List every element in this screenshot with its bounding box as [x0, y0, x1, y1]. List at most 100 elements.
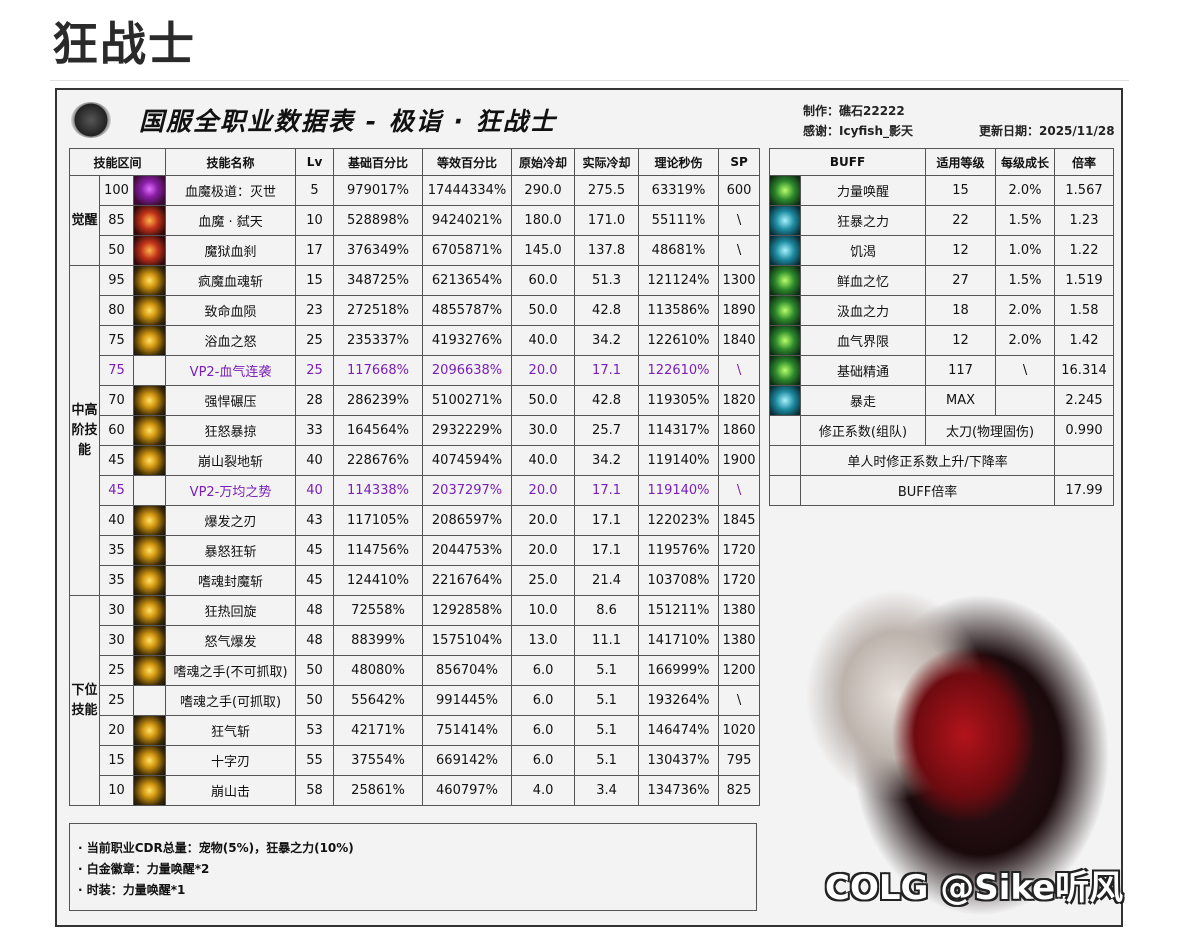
skill-icon [134, 386, 165, 415]
skill-sp: \ [718, 475, 761, 506]
skill-group-label: 中高阶技能 [69, 265, 100, 596]
skill-base: 114756% [333, 535, 424, 566]
skill-lv: 48 [295, 625, 335, 656]
skill-icon [135, 357, 165, 385]
skill-dps: 63319% [638, 175, 720, 206]
skill-name: 怒气爆发 [165, 625, 297, 656]
buff-rate: 1.22 [1054, 235, 1115, 266]
updated-date: 更新日期：2025/11/28 [979, 124, 1115, 138]
column-header: BUFF [768, 148, 927, 176]
column-header: 实际冷却 [574, 148, 640, 176]
skill-row: 70 强悍碾压 28 286239% 5100271% 50.0 42.8 119305% 18… [70, 385, 761, 416]
skill-sp: 1380 [718, 595, 761, 626]
watermark: COLG @Sike听风 [825, 868, 1124, 908]
skill-base: 164564% [333, 415, 424, 446]
skill-cd: 25.0 [511, 565, 576, 596]
skill-base: 117668% [333, 355, 424, 386]
skill-name: 嗜魂之手(不可抓取) [165, 655, 297, 686]
skill-base: 528898% [333, 205, 424, 236]
skill-dps: 48681% [638, 235, 720, 266]
solo-note: 单人时修正系数上升/下降率 [799, 445, 1056, 476]
skill-row: 20 狂气斩 53 42171% 751414% 6.0 5.1 146474% 1020 [70, 715, 761, 746]
skill-icon [134, 206, 165, 235]
skill-base: 376349% [333, 235, 424, 266]
column-header: 原始冷却 [511, 148, 576, 176]
skill-sp: 1020 [718, 715, 761, 746]
buff-total-row: BUFF倍率 17.99 [769, 475, 1115, 506]
skill-level: 100 [99, 175, 134, 206]
buff-rate: 1.567 [1054, 175, 1115, 206]
skill-lv: 25 [295, 325, 335, 356]
skill-dps: 141710% [638, 625, 720, 656]
column-header: 等效百分比 [422, 148, 513, 176]
buff-total-label: BUFF倍率 [799, 475, 1056, 506]
buff-name: 鲜血之忆 [799, 265, 927, 296]
skill-sp: 1300 [718, 265, 761, 296]
buff-row: 汲血之力 18 2.0% 1.58 [769, 295, 1115, 326]
skill-icon [134, 236, 165, 265]
buff-icon-cell [769, 205, 801, 236]
skill-cd: 20.0 [511, 505, 576, 536]
buff-growth: 2.0% [995, 175, 1056, 206]
skill-lv: 17 [295, 235, 335, 266]
skill-name: 致命血陨 [165, 295, 297, 326]
skill-lv: 25 [295, 355, 335, 386]
skill-dps: 122610% [638, 325, 720, 356]
skill-dps: 134736% [638, 775, 720, 806]
skill-row: 80 致命血陨 23 272518% 4855787% 50.0 42.8 113586% 18… [70, 295, 761, 326]
skill-icon-cell [132, 175, 167, 206]
empty-cell [769, 445, 801, 476]
skill-base: 88399% [333, 625, 424, 656]
skill-level: 15 [99, 745, 134, 776]
buff-icon [770, 266, 800, 295]
skill-base: 348725% [333, 265, 424, 296]
buff-growth: 1.0% [995, 235, 1056, 266]
buff-growth: 1.5% [995, 205, 1056, 236]
buff-growth: 1.5% [995, 265, 1056, 296]
skill-level: 70 [99, 385, 134, 416]
correction-label: 修正系数(组队) [799, 415, 927, 446]
buff-icon [770, 356, 800, 385]
skill-row: 50 魔狱血刹 17 376349% 6705871% 145.0 137.8 48681% \ [70, 235, 761, 266]
data-sheet-image: 国服全职业数据表 - 极诣 · 狂战士 制作：礁石22222 感谢：Icyfis… [55, 88, 1123, 927]
skill-lv: 50 [295, 685, 335, 716]
page-title: 狂战士 [52, 17, 196, 71]
skill-lv: 55 [295, 745, 335, 776]
skill-sp: 795 [718, 745, 761, 776]
skill-level: 30 [99, 595, 134, 626]
skill-real-cd: 275.5 [574, 175, 640, 206]
skill-real-cd: 17.1 [574, 355, 640, 386]
buff-rate: 16.314 [1054, 355, 1115, 386]
skill-row: 30 怒气爆发 48 88399% 1575104% 13.0 11.1 141710% 138… [70, 625, 761, 656]
skill-row: 60 狂怒暴掠 33 164564% 2932229% 30.0 25.7 114317% 18… [70, 415, 761, 446]
note-badge: · 白金徽章：力量唤醒*2 [78, 862, 210, 876]
skill-equiv: 4193276% [422, 325, 513, 356]
correction-weapon: 太刀(物理固伤) [925, 415, 1056, 446]
skill-real-cd: 34.2 [574, 445, 640, 476]
skill-real-cd: 11.1 [574, 625, 640, 656]
skill-icon-cell [132, 415, 167, 446]
skill-equiv: 751414% [422, 715, 513, 746]
skill-base: 272518% [333, 295, 424, 326]
skill-lv: 50 [295, 655, 335, 686]
buff-level: 22 [925, 205, 997, 236]
column-header: 倍率 [1054, 148, 1115, 176]
skill-base: 979017% [333, 175, 424, 206]
buff-level: 12 [925, 235, 997, 266]
skill-cd: 40.0 [511, 325, 576, 356]
skill-equiv: 4855787% [422, 295, 513, 326]
skill-icon [134, 536, 165, 565]
skill-row: 75 VP2-血气连袭 25 117668% 2096638% 20.0 17.1 12261… [70, 355, 761, 386]
author: 制作：礁石22222 [803, 104, 905, 118]
skill-equiv: 2216764% [422, 565, 513, 596]
buff-total-value: 17.99 [1054, 475, 1115, 506]
skill-row: 75 浴血之怒 25 235337% 4193276% 40.0 34.2 122610% 18… [70, 325, 761, 356]
skill-icon [134, 656, 165, 685]
buff-rate: 1.58 [1054, 295, 1115, 326]
buff-growth: \ [995, 355, 1056, 386]
skill-lv: 23 [295, 295, 335, 326]
skill-base: 235337% [333, 325, 424, 356]
skill-real-cd: 17.1 [574, 505, 640, 536]
buff-rate: 1.519 [1054, 265, 1115, 296]
correction-value: 0.990 [1054, 415, 1115, 446]
